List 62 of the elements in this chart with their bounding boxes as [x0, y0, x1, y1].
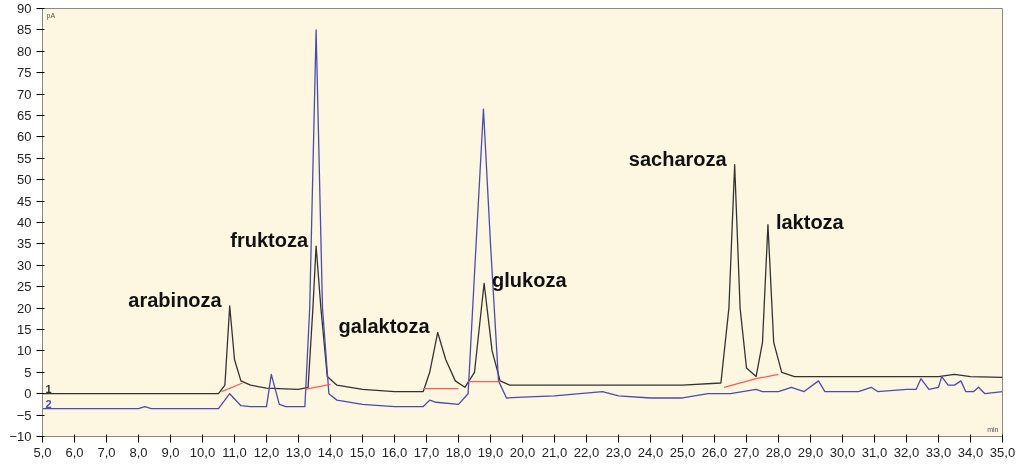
series-label: 1 — [45, 382, 52, 395]
x-tick-label: 12,0 — [253, 444, 280, 460]
x-tick-label: 35,0 — [989, 444, 1016, 460]
x-tick-label: 14,0 — [317, 444, 344, 460]
x-tick-label: 22,0 — [573, 444, 600, 460]
x-tick-label: 13,0 — [285, 444, 312, 460]
y-tick-label: 0 — [24, 386, 32, 402]
series-label: 2 — [45, 397, 52, 410]
annotation: glukoza — [492, 269, 568, 292]
y-tick-label: 30 — [17, 257, 32, 273]
y-tick-label: 70 — [17, 86, 32, 102]
x-tick-label: 27,0 — [733, 444, 760, 460]
x-tick-label: 32,0 — [893, 444, 920, 460]
x-tick-label: 5,0 — [33, 444, 52, 460]
y-tick-label: 80 — [17, 43, 32, 59]
x-tick-label: 18,0 — [445, 444, 472, 460]
y-tick-label: 25 — [17, 279, 32, 295]
y-tick-label: 10 — [17, 343, 32, 359]
x-tick-label: 7,0 — [97, 444, 116, 460]
x-tick-label: 25,0 — [669, 444, 696, 460]
annotation: laktoza — [775, 210, 845, 233]
x-tick-label: 15,0 — [349, 444, 376, 460]
x-tick-label: 19,0 — [477, 444, 504, 460]
x-tick-label: 34,0 — [957, 444, 984, 460]
x-tick-label: 23,0 — [605, 444, 632, 460]
y-tick-label: 35 — [17, 236, 32, 252]
y-tick-label: 65 — [17, 108, 32, 123]
y-tick-label: 40 — [17, 215, 32, 230]
x-tick-label: 17,0 — [413, 444, 440, 460]
y-tick-label: 75 — [17, 65, 32, 81]
y-tick-label: 85 — [17, 22, 32, 38]
y-tick-label: 90 — [17, 1, 32, 16]
y-tick-label: 5 — [24, 364, 32, 380]
line-series — [42, 29, 1003, 410]
annotation: sacharoza — [628, 147, 728, 170]
x-tick-label: 28,0 — [765, 444, 792, 460]
y-tick-label: 45 — [17, 193, 32, 209]
x-tick-label: 21,0 — [541, 444, 568, 460]
y-tick-label: 55 — [17, 150, 32, 166]
x-tick-label: 20,0 — [509, 444, 536, 460]
y-tick-label: −5 — [16, 407, 32, 423]
y-tick-label: 60 — [17, 129, 32, 145]
annotation: fruktoza — [230, 229, 309, 252]
x-tick-label: 33,0 — [925, 444, 952, 460]
y-tick-label: −10 — [9, 429, 32, 444]
annotation: galaktoza — [338, 315, 431, 338]
x-tick-label: 30,0 — [829, 444, 856, 460]
y-tick-label: 50 — [17, 172, 32, 188]
line-series — [42, 164, 1003, 395]
x-tick-label: 31,0 — [861, 444, 888, 460]
x-tick-label: 9,0 — [161, 444, 180, 460]
x-tick-label: 29,0 — [797, 444, 824, 460]
x-tick-label: 10,0 — [189, 444, 216, 460]
x-tick-label: 24,0 — [637, 444, 664, 460]
x-tick-label: 16,0 — [381, 444, 408, 460]
y-tick-label: 20 — [17, 300, 32, 316]
y-tick-label: 15 — [17, 322, 32, 337]
x-tick-label: 6,0 — [65, 444, 84, 460]
x-tick-label: 8,0 — [129, 444, 148, 460]
x-tick-label: 26,0 — [701, 444, 728, 460]
annotation: arabinoza — [128, 288, 223, 311]
x-tick-label: 11,0 — [222, 444, 247, 460]
